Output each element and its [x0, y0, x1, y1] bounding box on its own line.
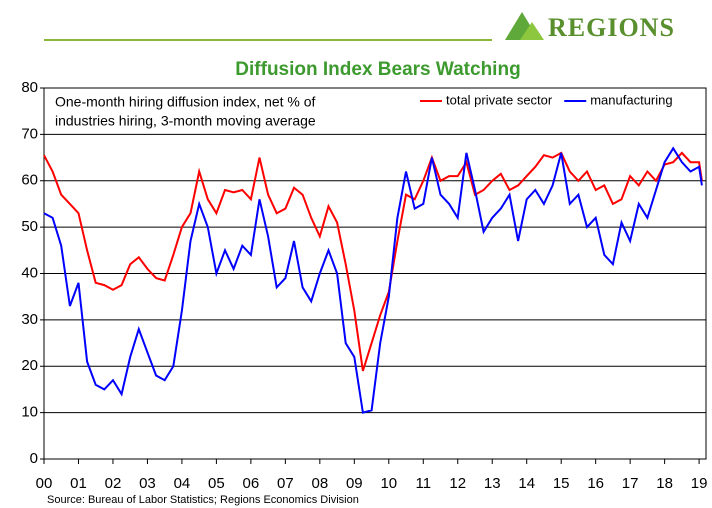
- x-tick-label: 18: [656, 475, 673, 492]
- source: Source: Bureau of Labor Statistics; Regi…: [47, 494, 359, 506]
- y-tick-label: 20: [21, 357, 38, 374]
- x-tick-label: 07: [277, 475, 294, 492]
- annotation: industries hiring, 3-month moving averag…: [55, 113, 316, 129]
- x-tick-label: 11: [415, 475, 431, 492]
- x-tick-label: 16: [587, 475, 604, 492]
- logo-icon: [505, 12, 544, 40]
- x-tick-label: 10: [380, 475, 397, 492]
- x-tick-label: 05: [208, 475, 225, 492]
- y-tick-label: 50: [21, 218, 38, 235]
- x-tick-label: 06: [243, 475, 260, 492]
- y-tick-label: 40: [21, 264, 38, 281]
- legend-label: manufacturing: [590, 92, 672, 107]
- x-tick-label: 17: [622, 475, 639, 492]
- legend-label: total private sector: [446, 92, 553, 107]
- y-tick-label: 60: [21, 172, 38, 189]
- x-tick-label: 12: [449, 475, 466, 492]
- series-line: [43, 146, 703, 414]
- plot-frame: [43, 87, 707, 460]
- x-tick-label: 13: [484, 475, 501, 492]
- x-tick-label: 08: [311, 475, 328, 492]
- y-tick-label: 10: [21, 404, 38, 421]
- x-tick-label: 00: [36, 475, 53, 492]
- chart-title: Diffusion Index Bears Watching: [235, 59, 520, 80]
- y-tick-label: 80: [21, 79, 38, 96]
- y-tick-label: 30: [21, 311, 38, 328]
- brand: REGIONS: [548, 13, 675, 42]
- x-tick-label: 04: [174, 475, 191, 492]
- x-tick-label: 19: [691, 475, 708, 492]
- y-tick-label: 70: [21, 125, 38, 142]
- x-tick-label: 02: [105, 475, 122, 492]
- series-line: [43, 151, 703, 372]
- y-tick-label: 0: [30, 450, 38, 467]
- x-tick-label: 03: [139, 475, 156, 492]
- annotation: One-month hiring diffusion index, net % …: [55, 94, 316, 110]
- x-tick-label: 15: [553, 475, 570, 492]
- x-tick-label: 09: [346, 475, 363, 492]
- x-tick-label: 14: [518, 475, 535, 492]
- x-tick-label: 01: [70, 475, 87, 492]
